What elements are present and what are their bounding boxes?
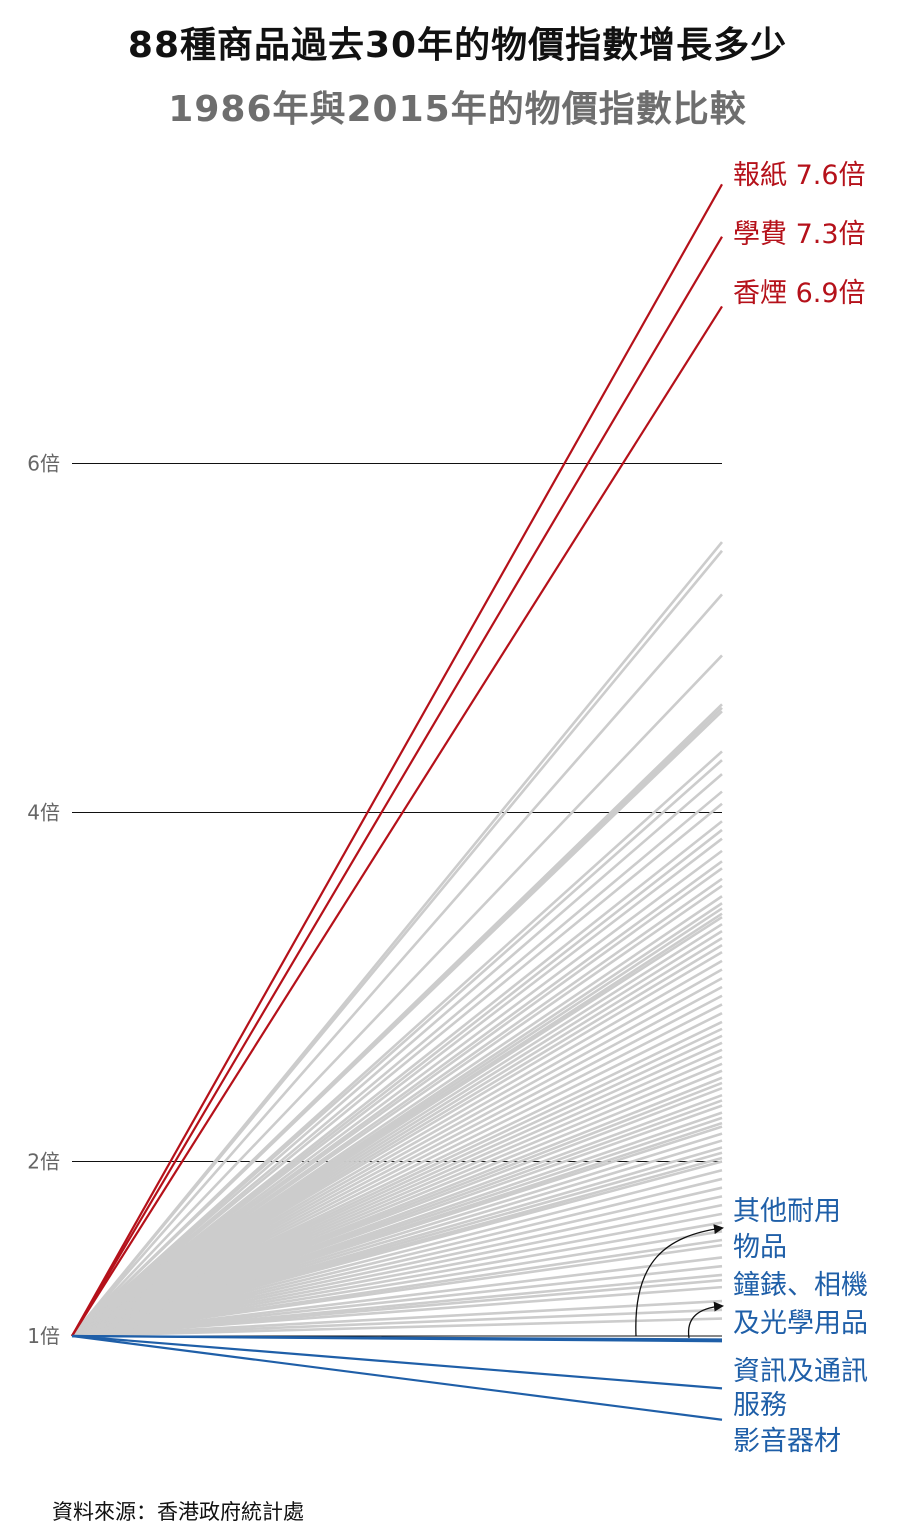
item-name: 報紙 xyxy=(733,160,796,191)
other-items-layer xyxy=(70,541,724,1338)
highlight-label-up: 學費 7.3倍 xyxy=(733,219,866,250)
chart-subtitle: 1986年與2015年的物價指數比較 xyxy=(168,89,747,130)
item-line xyxy=(71,1160,723,1338)
y-tick-label: 2倍 xyxy=(27,1150,60,1174)
item-line xyxy=(71,849,723,1338)
item-line xyxy=(71,1003,723,1338)
item-line xyxy=(71,1212,723,1338)
item-value: 6.9倍 xyxy=(796,278,866,309)
highlight-line-down xyxy=(71,1334,723,1421)
highlight-label-down: 影音器材 xyxy=(733,1426,841,1457)
item-line xyxy=(71,1230,723,1338)
source-note: 資料來源：香港政府統計處 xyxy=(52,1500,304,1524)
item-line xyxy=(71,1203,723,1338)
item-line xyxy=(71,1195,723,1338)
highlight-label-down: 資訊及通訊 xyxy=(733,1356,868,1387)
item-line xyxy=(71,1012,723,1338)
item-line xyxy=(71,1221,723,1338)
item-name: 香煙 xyxy=(733,278,796,309)
highlight-line-up xyxy=(71,236,723,1337)
grid-layer: 1倍 2倍 4倍 6倍 xyxy=(27,452,722,1348)
item-line xyxy=(71,802,723,1338)
item-line xyxy=(71,1256,723,1338)
y-tick-label: 4倍 xyxy=(27,801,60,825)
item-value: 7.3倍 xyxy=(796,219,866,250)
item-line xyxy=(71,1243,723,1338)
item-value: 7.6倍 xyxy=(796,160,866,191)
highlight-label-down: 其他耐用 xyxy=(733,1196,841,1227)
item-line xyxy=(71,654,723,1337)
highlight-layer xyxy=(71,183,723,1421)
item-line xyxy=(71,759,723,1337)
highlight-line-down xyxy=(71,1334,723,1343)
arrow-durables xyxy=(635,1224,724,1337)
highlight-line-up xyxy=(71,305,723,1337)
highlight-label-down: 及光學用品 xyxy=(733,1308,868,1339)
highlight-label-down: 服務 xyxy=(733,1390,787,1421)
item-line xyxy=(71,837,723,1338)
highlight-label-down: 物品 xyxy=(733,1232,787,1263)
item-name: 學費 xyxy=(733,219,796,250)
item-line xyxy=(70,549,724,1337)
item-line xyxy=(71,867,723,1338)
item-line xyxy=(71,593,723,1337)
item-line xyxy=(71,884,723,1338)
item-line xyxy=(71,1285,723,1338)
item-line xyxy=(71,1308,723,1338)
highlight-label-down: 鐘錶、相機 xyxy=(733,1270,868,1301)
item-line xyxy=(71,790,723,1337)
item-line xyxy=(71,1317,723,1338)
highlight-line-up xyxy=(71,183,723,1337)
item-line xyxy=(71,1264,723,1338)
item-line xyxy=(71,1186,723,1338)
item-line xyxy=(71,773,723,1337)
y-tick-label: 1倍 xyxy=(27,1324,60,1348)
chart-title: 88種商品過去30年的物價指數增長多少 xyxy=(127,25,788,66)
item-line xyxy=(71,1177,723,1338)
y-tick-label: 6倍 xyxy=(27,452,60,476)
item-line xyxy=(71,710,723,1337)
item-line xyxy=(71,1168,723,1338)
item-line xyxy=(71,1299,723,1338)
arrow-layer xyxy=(635,1224,724,1339)
highlight-line-down xyxy=(71,1334,723,1390)
highlight-label-up: 香煙 6.9倍 xyxy=(733,278,866,309)
arrow-watches xyxy=(687,1301,724,1339)
highlight-label-up: 報紙 7.6倍 xyxy=(733,160,866,191)
